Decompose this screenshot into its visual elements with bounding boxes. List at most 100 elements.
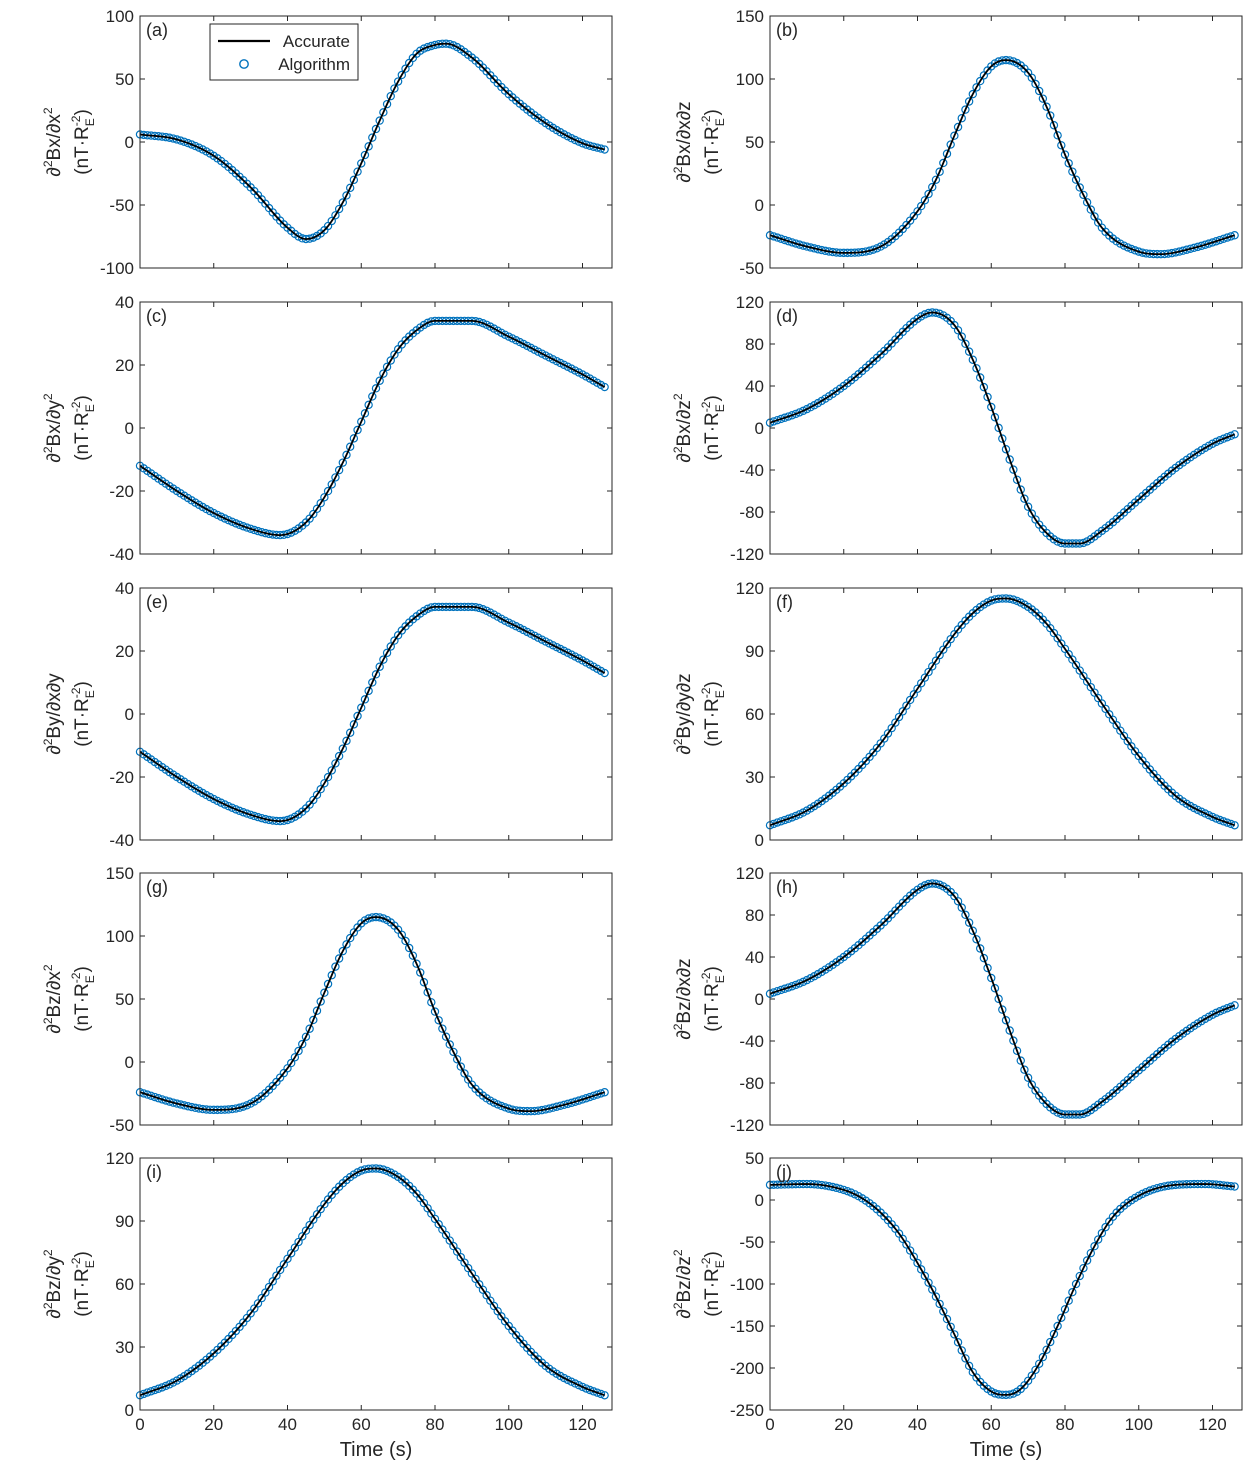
algorithm-point xyxy=(1023,1073,1033,1082)
algorithm-point xyxy=(1020,1065,1029,1074)
algorithm-point xyxy=(301,1032,311,1042)
algorithm-point xyxy=(795,979,804,988)
algorithm-point xyxy=(581,140,591,149)
algorithm-point xyxy=(161,1381,171,1391)
panel-j: 0 20 40 60 80 100 120 -250 -200 -150 -100 -50 0 50 (j)… xyxy=(671,1149,1243,1461)
algorithm-point xyxy=(1127,244,1136,254)
algorithm-point xyxy=(342,191,351,200)
algorithm-point xyxy=(320,779,329,788)
algorithm-point xyxy=(345,933,355,943)
algorithm-point xyxy=(928,662,937,671)
algorithm-point xyxy=(371,670,381,679)
axes-box xyxy=(139,301,613,555)
algorithm-point xyxy=(1149,1185,1158,1194)
axes-box xyxy=(769,587,1243,841)
algorithm-point xyxy=(427,998,436,1007)
algorithm-point xyxy=(375,116,384,125)
y-tick-label: -100 xyxy=(730,1275,764,1294)
y-axis-label: ∂2Bz/∂x2 xyxy=(41,964,65,1033)
algorithm-point xyxy=(567,1098,576,1108)
legend-accurate-label: Accurate xyxy=(283,32,350,51)
algorithm-point xyxy=(1145,1186,1155,1195)
y-axis-unit: (nT·RE-2) xyxy=(69,1251,97,1317)
algorithm-point xyxy=(578,139,587,148)
algorithm-point xyxy=(360,409,370,418)
algorithm-series xyxy=(765,1179,1239,1400)
panel-label: (b) xyxy=(776,20,798,40)
y-axis-unit: (nT·RE-2) xyxy=(699,395,727,461)
algorithm-point xyxy=(928,182,937,192)
axes-box xyxy=(769,872,1243,1126)
algorithm-point xyxy=(905,695,915,705)
y-tick-label: 20 xyxy=(115,642,134,661)
algorithm-point xyxy=(1193,242,1202,252)
algorithm-point xyxy=(364,400,373,410)
algorithm-point xyxy=(574,1096,584,1105)
algorithm-point xyxy=(1215,436,1225,445)
algorithm-point xyxy=(979,953,989,963)
algorithm-point xyxy=(349,720,359,729)
algorithm-point xyxy=(187,140,196,149)
algorithm-point xyxy=(290,1053,300,1062)
y-tick-label: -150 xyxy=(730,1317,764,1336)
accurate-line xyxy=(139,916,605,1113)
algorithm-point xyxy=(1123,243,1132,252)
algorithm-point xyxy=(791,409,801,419)
algorithm-point xyxy=(1226,232,1236,241)
panel-d: -120 -80 -40 0 40 80 120 (d) ∂2Bx/∂z2(nT·RE-2) xyxy=(671,293,1243,564)
algorithm-point xyxy=(268,1277,277,1286)
algorithm-point xyxy=(928,1285,937,1294)
algorithm-point xyxy=(438,1024,447,1033)
algorithm-point xyxy=(1082,198,1092,207)
algorithm-point xyxy=(331,473,340,482)
algorithm-point xyxy=(423,318,432,328)
algorithm-point xyxy=(773,818,782,827)
algorithm-point xyxy=(1090,212,1099,221)
algorithm-point xyxy=(939,1307,948,1316)
algorithm-point xyxy=(427,41,436,51)
algorithm-point xyxy=(1053,1321,1062,1331)
algorithm-point xyxy=(972,935,981,944)
y-tick-label: 80 xyxy=(745,906,764,925)
algorithm-point xyxy=(776,817,786,826)
legend: Accurate Algorithm xyxy=(209,23,359,81)
algorithm-point xyxy=(994,994,1003,1004)
legend-marker-swatch xyxy=(239,59,249,69)
algorithm-point xyxy=(298,1232,307,1241)
algorithm-point xyxy=(935,167,944,176)
algorithm-point xyxy=(780,815,789,825)
algorithm-point xyxy=(419,44,429,53)
legend-box xyxy=(209,23,359,81)
y-tick-label: 80 xyxy=(745,335,764,354)
algorithm-point xyxy=(600,668,609,678)
y-tick-label: 50 xyxy=(745,133,764,152)
algorithm-point xyxy=(902,701,911,710)
algorithm-point xyxy=(460,1069,469,1078)
algorithm-point xyxy=(360,150,370,160)
algorithm-point xyxy=(773,415,782,425)
y-axis-label: ∂2By/∂y∂z xyxy=(671,673,695,754)
algorithm-point xyxy=(157,1095,167,1104)
algorithm-point xyxy=(345,442,355,451)
x-axis-label: Time (s) xyxy=(340,1439,413,1461)
x-tick-label: 20 xyxy=(834,1415,853,1434)
algorithm-point xyxy=(478,605,488,614)
panel-label: (c) xyxy=(146,306,167,326)
algorithm-point xyxy=(1219,234,1228,244)
algorithm-point xyxy=(371,384,381,393)
algorithm-point xyxy=(1219,817,1228,826)
algorithm-point xyxy=(931,175,941,184)
y-axis-label: ∂2Bz/∂z2 xyxy=(671,1249,695,1318)
panel-label: (d) xyxy=(776,306,798,326)
accurate-line xyxy=(769,882,1235,1116)
algorithm-point xyxy=(143,1388,152,1397)
algorithm-point xyxy=(382,648,392,658)
panel-label: (a) xyxy=(146,20,168,40)
algorithm-point xyxy=(397,70,407,80)
y-axis-label: ∂2Bx/∂z2 xyxy=(671,393,695,462)
algorithm-point xyxy=(423,604,432,614)
algorithm-point xyxy=(364,686,373,696)
algorithm-point xyxy=(972,83,981,92)
algorithm-point xyxy=(961,910,970,920)
